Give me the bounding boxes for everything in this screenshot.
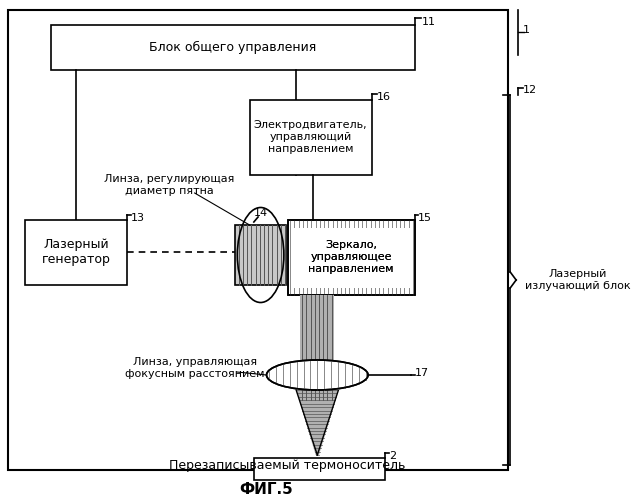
FancyBboxPatch shape (254, 458, 385, 480)
Text: Линза, регулирующая
диаметр пятна: Линза, регулирующая диаметр пятна (104, 174, 234, 196)
Text: 16: 16 (377, 92, 391, 102)
Text: Зеркало,
управляющее
направлением: Зеркало, управляющее направлением (309, 240, 394, 274)
Text: 1: 1 (523, 25, 530, 35)
Text: ФИГ.5: ФИГ.5 (240, 482, 293, 498)
FancyBboxPatch shape (300, 295, 334, 400)
FancyBboxPatch shape (50, 25, 415, 70)
Text: Электродвигатель,
управляющий
направлением: Электродвигатель, управляющий направлени… (254, 120, 367, 154)
FancyBboxPatch shape (25, 220, 127, 285)
Polygon shape (296, 390, 338, 455)
FancyBboxPatch shape (8, 10, 508, 470)
Text: 13: 13 (131, 213, 145, 223)
Text: Лазерный
излучающий блок: Лазерный излучающий блок (524, 269, 630, 291)
Text: 17: 17 (415, 368, 428, 378)
Text: Линза, управляющая
фокусным расстоянием: Линза, управляющая фокусным расстоянием (125, 357, 264, 379)
Text: Лазерный
генератор: Лазерный генератор (42, 238, 110, 266)
FancyBboxPatch shape (235, 225, 286, 285)
Ellipse shape (266, 360, 368, 390)
Text: 14: 14 (254, 208, 268, 218)
FancyBboxPatch shape (288, 220, 415, 295)
Text: 11: 11 (422, 17, 435, 27)
Text: Перезаписываемый термоноситель: Перезаписываемый термоноситель (169, 458, 406, 471)
Text: Блок общего управления: Блок общего управления (149, 40, 316, 54)
Text: 12: 12 (523, 85, 537, 95)
FancyBboxPatch shape (250, 100, 372, 175)
Text: Зеркало,
управляющее
направлением: Зеркало, управляющее направлением (309, 240, 394, 274)
Text: 15: 15 (418, 213, 432, 223)
Text: 2: 2 (389, 451, 396, 461)
FancyBboxPatch shape (292, 228, 410, 288)
